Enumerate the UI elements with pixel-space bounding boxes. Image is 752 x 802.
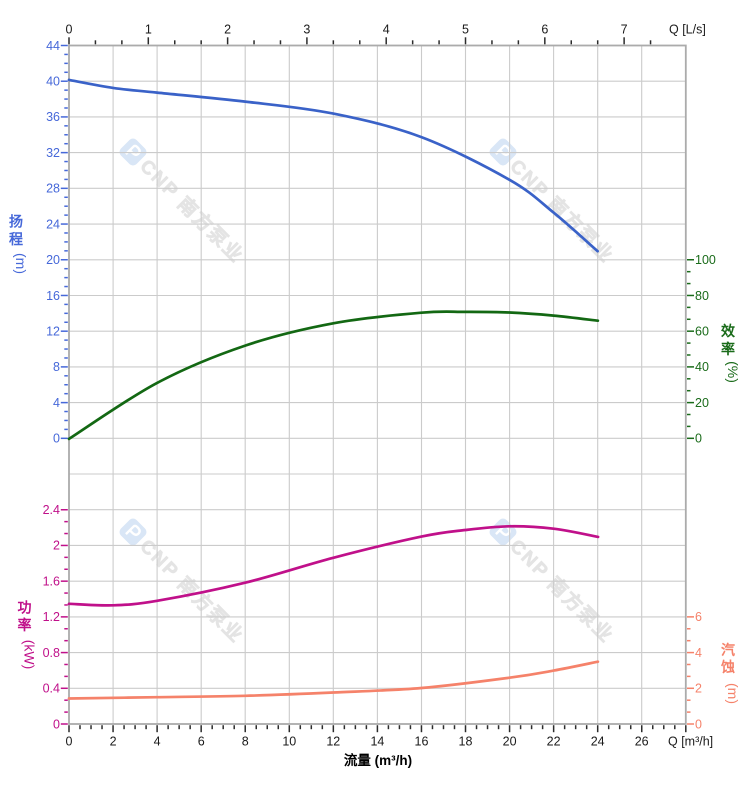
svg-text:18: 18 <box>459 735 473 749</box>
svg-text:程: 程 <box>9 231 23 247</box>
svg-text:Q [m³/h]: Q [m³/h] <box>668 735 713 749</box>
svg-text:率: 率 <box>721 341 735 357</box>
svg-text:1.6: 1.6 <box>43 575 60 589</box>
svg-text:36: 36 <box>46 110 60 124</box>
svg-text:20: 20 <box>46 253 60 267</box>
svg-text:0: 0 <box>66 735 73 749</box>
svg-text:16: 16 <box>415 735 429 749</box>
svg-text:0: 0 <box>695 717 702 731</box>
svg-text:22: 22 <box>547 735 561 749</box>
svg-text:效: 效 <box>721 323 736 339</box>
svg-text:8: 8 <box>242 735 249 749</box>
svg-text:0.8: 0.8 <box>43 646 60 660</box>
svg-text:6: 6 <box>541 23 548 37</box>
svg-text:0: 0 <box>695 432 702 446</box>
svg-text:80: 80 <box>695 289 709 303</box>
svg-text:3: 3 <box>303 23 310 37</box>
svg-text:(kW): (kW) <box>22 640 38 670</box>
svg-text:1.2: 1.2 <box>43 610 60 624</box>
svg-text:100: 100 <box>695 253 716 267</box>
svg-text:扬: 扬 <box>9 214 23 230</box>
svg-text:(m): (m) <box>13 253 29 274</box>
svg-text:12: 12 <box>326 735 340 749</box>
svg-text:(%): (%) <box>725 361 741 383</box>
svg-text:汽: 汽 <box>721 642 735 658</box>
svg-text:4: 4 <box>154 735 161 749</box>
svg-text:(m): (m) <box>725 683 741 704</box>
svg-text:5: 5 <box>462 23 469 37</box>
svg-text:0: 0 <box>53 717 60 731</box>
svg-text:2: 2 <box>224 23 231 37</box>
svg-text:6: 6 <box>695 610 702 624</box>
svg-text:1: 1 <box>145 23 152 37</box>
svg-text:6: 6 <box>198 735 205 749</box>
svg-text:蚀: 蚀 <box>720 659 735 675</box>
svg-text:40: 40 <box>46 75 60 89</box>
svg-text:率: 率 <box>18 617 32 633</box>
svg-text:0.4: 0.4 <box>43 682 60 696</box>
svg-text:40: 40 <box>695 360 709 374</box>
svg-text:7: 7 <box>621 23 628 37</box>
svg-text:26: 26 <box>635 735 649 749</box>
svg-text:4: 4 <box>695 646 702 660</box>
svg-text:功: 功 <box>18 600 32 616</box>
svg-text:流量 (m³/h): 流量 (m³/h) <box>344 752 412 768</box>
svg-text:16: 16 <box>46 289 60 303</box>
svg-text:0: 0 <box>53 432 60 446</box>
svg-text:24: 24 <box>46 217 60 231</box>
svg-text:8: 8 <box>53 360 60 374</box>
svg-text:2: 2 <box>695 682 702 696</box>
svg-text:10: 10 <box>282 735 296 749</box>
svg-text:32: 32 <box>46 146 60 160</box>
svg-text:2: 2 <box>53 539 60 553</box>
svg-text:60: 60 <box>695 325 709 339</box>
svg-text:20: 20 <box>695 396 709 410</box>
svg-text:0: 0 <box>66 23 73 37</box>
svg-text:44: 44 <box>46 39 60 53</box>
svg-text:20: 20 <box>503 735 517 749</box>
svg-text:4: 4 <box>383 23 390 37</box>
svg-text:24: 24 <box>591 735 605 749</box>
svg-text:Q [L/s]: Q [L/s] <box>669 23 706 37</box>
svg-text:4: 4 <box>53 396 60 410</box>
svg-text:2: 2 <box>110 735 117 749</box>
svg-text:12: 12 <box>46 325 60 339</box>
svg-text:28: 28 <box>46 182 60 196</box>
svg-text:2.4: 2.4 <box>43 503 60 517</box>
svg-text:14: 14 <box>370 735 384 749</box>
